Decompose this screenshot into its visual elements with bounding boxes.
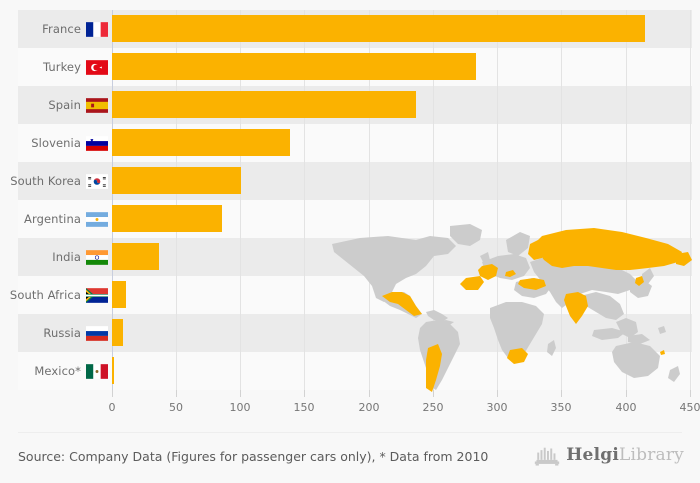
category-label-south-korea: South Korea bbox=[10, 162, 112, 200]
xtick-300 bbox=[497, 390, 498, 397]
category-name: Argentina bbox=[24, 212, 81, 226]
category-label-india: India bbox=[18, 238, 112, 276]
bar-mexico bbox=[112, 357, 114, 384]
category-name: India bbox=[52, 250, 81, 264]
gridline-200 bbox=[369, 10, 370, 390]
bar-india bbox=[112, 243, 159, 270]
flag-mexico-icon bbox=[86, 363, 108, 379]
bar-france bbox=[112, 15, 645, 42]
bar-turkey bbox=[112, 53, 476, 80]
xtick-400 bbox=[626, 390, 627, 397]
xtick-label: 250 bbox=[422, 401, 444, 414]
xtick-250 bbox=[433, 390, 434, 397]
category-label-russia: Russia bbox=[18, 314, 112, 352]
bar-argentina bbox=[112, 205, 222, 232]
gridline-250 bbox=[433, 10, 434, 390]
row-band bbox=[18, 352, 692, 390]
flag-south-africa-icon bbox=[86, 287, 108, 303]
xtick-label: 350 bbox=[550, 401, 572, 414]
xtick-label: 0 bbox=[108, 401, 116, 414]
source-note: Source: Company Data (Figures for passen… bbox=[18, 449, 489, 464]
xtick-label: 150 bbox=[293, 401, 315, 414]
category-name: Mexico* bbox=[34, 364, 81, 378]
xtick-label: 300 bbox=[486, 401, 508, 414]
category-name: Spain bbox=[48, 98, 81, 112]
bar-south-korea bbox=[112, 167, 241, 194]
xtick-350 bbox=[561, 390, 562, 397]
xtick-0 bbox=[112, 390, 113, 397]
bar-south-africa bbox=[112, 281, 126, 308]
library-building-icon bbox=[535, 447, 560, 466]
category-name: Turkey bbox=[42, 60, 81, 74]
category-label-slovenia: Slovenia bbox=[18, 124, 112, 162]
category-label-france: France bbox=[18, 10, 112, 48]
gridline-450 bbox=[690, 10, 691, 390]
chart-footer: Source: Company Data (Figures for passen… bbox=[0, 432, 700, 483]
category-label-argentina: Argentina bbox=[18, 200, 112, 238]
xtick-label: 50 bbox=[169, 401, 183, 414]
flag-turkey-icon bbox=[86, 59, 108, 75]
bar-slovenia bbox=[112, 129, 290, 156]
brand-name-secondary: Library bbox=[618, 445, 684, 465]
category-name: Slovenia bbox=[31, 136, 81, 150]
category-label-mexico: Mexico* bbox=[18, 352, 112, 390]
xtick-450 bbox=[690, 390, 691, 397]
category-name: South Korea bbox=[10, 174, 81, 188]
brand-name-primary: Helgi bbox=[566, 445, 619, 465]
flag-russia-icon bbox=[86, 325, 108, 341]
flag-india-icon bbox=[86, 249, 108, 265]
category-name: France bbox=[42, 22, 81, 36]
gridline-100 bbox=[240, 10, 241, 390]
flag-south-korea-icon bbox=[86, 173, 108, 189]
category-label-turkey: Turkey bbox=[18, 48, 112, 86]
xtick-label: 200 bbox=[358, 401, 380, 414]
xtick-100 bbox=[240, 390, 241, 397]
footer-divider bbox=[18, 432, 682, 433]
xtick-label: 450 bbox=[679, 401, 700, 414]
gridline-150 bbox=[304, 10, 305, 390]
category-name: Russia bbox=[43, 326, 81, 340]
gridline-0 bbox=[112, 10, 113, 390]
gridline-400 bbox=[626, 10, 627, 390]
gridline-350 bbox=[561, 10, 562, 390]
bar-russia bbox=[112, 319, 123, 346]
xtick-label: 400 bbox=[615, 401, 637, 414]
brand-logo[interactable]: HelgiLibrary bbox=[534, 444, 684, 466]
category-label-spain: Spain bbox=[18, 86, 112, 124]
xtick-50 bbox=[176, 390, 177, 397]
flag-france-icon bbox=[86, 21, 108, 37]
gridline-50 bbox=[176, 10, 177, 390]
plot-area: France Turkey Spain Slovenia bbox=[10, 10, 692, 392]
flag-slovenia-icon bbox=[86, 135, 108, 151]
flag-spain-icon bbox=[86, 97, 108, 113]
gridline-300 bbox=[497, 10, 498, 390]
category-label-south-africa: South Africa bbox=[10, 276, 112, 314]
xtick-200 bbox=[369, 390, 370, 397]
category-name: South Africa bbox=[9, 288, 81, 302]
flag-argentina-icon bbox=[86, 211, 108, 227]
xtick-label: 100 bbox=[229, 401, 251, 414]
bar-spain bbox=[112, 91, 416, 118]
xtick-150 bbox=[304, 390, 305, 397]
